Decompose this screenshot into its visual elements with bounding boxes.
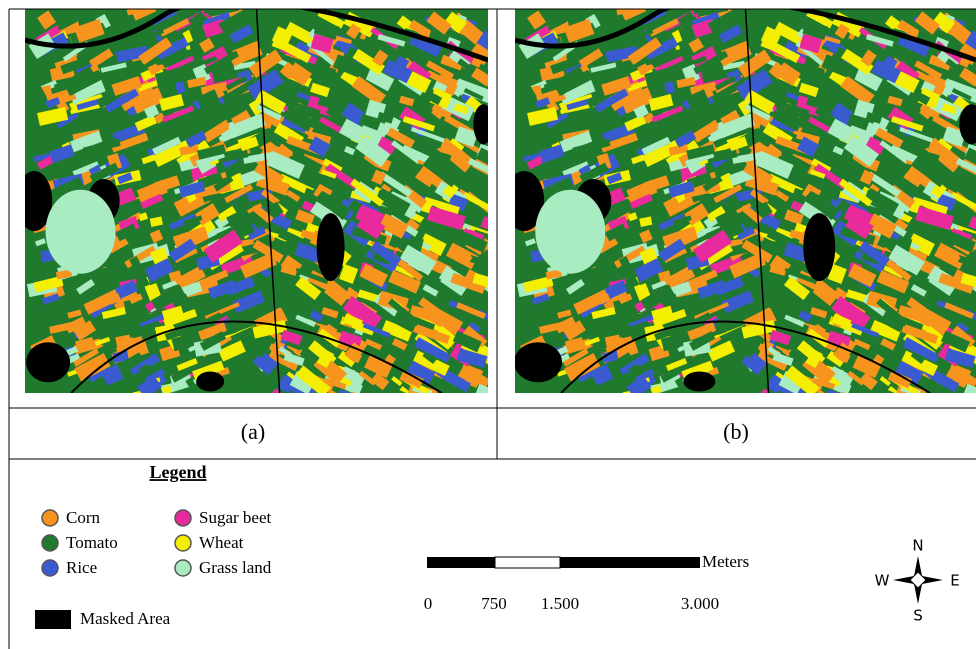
- legend-swatch: [42, 535, 58, 551]
- legend-label: Masked Area: [80, 609, 171, 628]
- legend-label: Rice: [66, 558, 97, 577]
- scale-label: 750: [481, 594, 507, 613]
- scale-segment: [495, 557, 560, 568]
- panel-label: (a): [241, 419, 265, 444]
- masked-area: [803, 213, 835, 281]
- legend-label: Wheat: [199, 533, 244, 552]
- scale-label: 0: [424, 594, 433, 613]
- scale-unit: Meters: [702, 552, 749, 571]
- field-patch: [346, 392, 375, 416]
- scale-label: 1.500: [541, 594, 579, 613]
- legend-swatch: [35, 610, 71, 629]
- scale-bar: [427, 557, 700, 568]
- map-b: [504, 0, 976, 417]
- legend: Corn Tomato Rice Sugar beet Wheat Grass land: [42, 508, 272, 577]
- field-patch: [475, 384, 503, 404]
- masked-area: [196, 371, 224, 391]
- legend-swatch: [175, 510, 191, 526]
- legend-swatch: [42, 510, 58, 526]
- legend-label: Grass land: [199, 558, 272, 577]
- legend-swatch: [175, 560, 191, 576]
- compass-center: [910, 572, 926, 588]
- masked-area: [473, 104, 493, 144]
- legend-title: Legend: [149, 462, 206, 482]
- masked-area: [26, 342, 70, 382]
- scale-segment: [427, 557, 495, 568]
- field-patch: [826, 393, 846, 410]
- compass-label: N: [912, 537, 923, 555]
- field-patch: [826, 392, 857, 417]
- masked-area: [317, 213, 345, 281]
- legend-label: Sugar beet: [199, 508, 272, 527]
- masked-area: [514, 342, 562, 382]
- masked-area: [683, 371, 715, 391]
- legend-swatch: [42, 560, 58, 576]
- compass-label: S: [913, 607, 923, 625]
- legend-swatch: [175, 535, 191, 551]
- scale-segment: [560, 557, 700, 568]
- field-patch: [337, 392, 368, 417]
- map-a: [16, 0, 516, 417]
- figure: (a) (b) Legend Corn Tomato Rice Sugar beet W…: [0, 0, 976, 649]
- compass-label: E: [950, 572, 959, 590]
- grass-area: [46, 190, 116, 274]
- compass-label: W: [875, 572, 890, 590]
- panel-label: (b): [723, 419, 749, 444]
- field-patch: [486, 344, 517, 361]
- compass: N S W E: [875, 537, 960, 625]
- scale-label: 3.000: [681, 594, 719, 613]
- legend-label: Tomato: [66, 533, 118, 552]
- grass-area: [535, 190, 605, 274]
- field-patch: [835, 392, 864, 416]
- field-patch: [338, 393, 358, 410]
- legend-label: Corn: [66, 508, 101, 527]
